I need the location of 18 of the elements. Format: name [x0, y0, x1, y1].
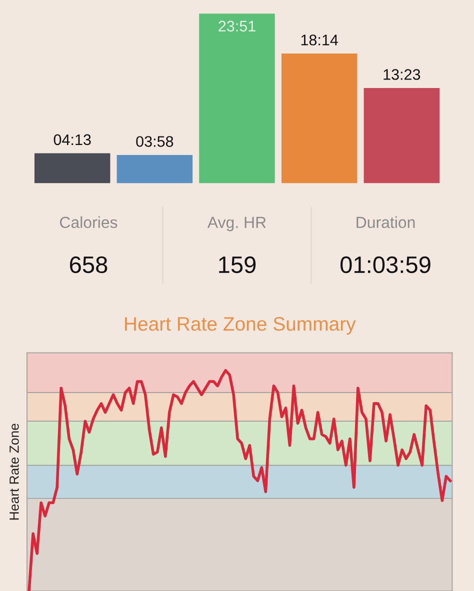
- bar: [116, 154, 193, 184]
- text: 658: [70, 256, 108, 274]
- bar: [364, 88, 440, 184]
- bar: [34, 153, 110, 184]
- text: Duration: [356, 216, 415, 228]
- text: Calories: [60, 216, 118, 228]
- chart-title: Heart Rate Zone Summary: [125, 317, 356, 335]
- data-label: 18:14: [301, 34, 338, 46]
- bar: [199, 14, 275, 184]
- text: Avg. HR: [207, 216, 266, 232]
- text: 01:03:59: [340, 256, 430, 274]
- y-axis-title: Heart Rate Zone: [10, 424, 19, 520]
- data-label: 23:51: [218, 20, 256, 32]
- data-label: 03:58: [136, 136, 174, 147]
- text: 159: [219, 256, 256, 274]
- bar: [281, 54, 358, 184]
- data-label: 13:23: [384, 69, 420, 80]
- data-label: 04:13: [54, 134, 91, 146]
